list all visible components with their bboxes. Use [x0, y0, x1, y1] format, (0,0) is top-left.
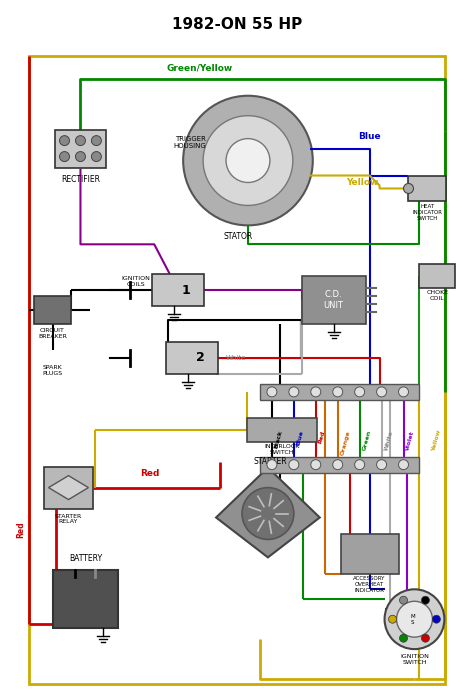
Text: STARTER: STARTER	[254, 456, 288, 466]
Circle shape	[75, 136, 85, 145]
Circle shape	[400, 634, 408, 642]
Text: 2: 2	[196, 352, 204, 364]
Text: Blue: Blue	[358, 131, 380, 140]
Text: Green: Green	[362, 430, 372, 452]
Text: Black: Black	[274, 430, 283, 449]
Bar	[44, 467, 93, 509]
Bar	[152, 274, 204, 306]
Text: ACCESSORY
OVERHEAT
INDICATOR: ACCESSORY OVERHEAT INDICATOR	[354, 577, 386, 593]
Polygon shape	[216, 468, 320, 557]
Circle shape	[289, 387, 299, 397]
Text: INTERLOCK
SWITCH: INTERLOCK SWITCH	[264, 444, 300, 454]
Circle shape	[389, 615, 397, 624]
Circle shape	[183, 96, 313, 225]
Circle shape	[226, 138, 270, 182]
Text: White: White	[226, 355, 246, 361]
Circle shape	[399, 387, 409, 397]
Bar	[260, 384, 419, 400]
Circle shape	[203, 116, 293, 206]
Text: SPARK
PLUGS: SPARK PLUGS	[43, 365, 63, 376]
Circle shape	[75, 152, 85, 161]
Circle shape	[60, 136, 70, 145]
Text: CHOKE
COIL: CHOKE COIL	[426, 290, 448, 301]
Circle shape	[399, 460, 409, 470]
Circle shape	[432, 615, 440, 624]
Circle shape	[267, 387, 277, 397]
Circle shape	[333, 460, 343, 470]
Text: White: White	[383, 430, 394, 451]
Circle shape	[60, 152, 70, 161]
Bar	[409, 175, 447, 201]
Bar	[260, 456, 419, 473]
Text: Red: Red	[318, 430, 326, 444]
Bar	[53, 570, 118, 628]
Text: C.D.
UNIT: C.D. UNIT	[324, 291, 344, 310]
Circle shape	[289, 460, 299, 470]
Bar	[28, 56, 446, 684]
Text: 1982-ON 55 HP: 1982-ON 55 HP	[172, 17, 302, 32]
Circle shape	[376, 460, 387, 470]
Circle shape	[421, 634, 429, 642]
Circle shape	[355, 387, 365, 397]
Bar	[341, 535, 399, 575]
Text: IGNITION
SWITCH: IGNITION SWITCH	[400, 654, 429, 665]
Bar	[34, 296, 72, 324]
Text: Yellow: Yellow	[431, 430, 442, 453]
Text: STATOR: STATOR	[223, 232, 253, 241]
Circle shape	[311, 460, 321, 470]
Circle shape	[333, 387, 343, 397]
Text: Blue: Blue	[296, 430, 305, 446]
Bar	[55, 129, 106, 168]
Text: M
S: M S	[410, 614, 415, 625]
Circle shape	[91, 136, 101, 145]
Text: CIRCUIT
BREAKER: CIRCUIT BREAKER	[38, 328, 67, 339]
Circle shape	[355, 460, 365, 470]
Text: 1: 1	[182, 284, 191, 296]
Circle shape	[242, 488, 294, 540]
Text: Red: Red	[141, 468, 160, 477]
Text: Green/Yellow: Green/Yellow	[167, 64, 233, 73]
Polygon shape	[48, 475, 89, 500]
Circle shape	[403, 184, 413, 194]
Text: Violet: Violet	[405, 430, 416, 451]
Text: Red: Red	[16, 521, 25, 538]
Text: STARTER
RELAY: STARTER RELAY	[55, 514, 82, 524]
Text: RECTIFIER: RECTIFIER	[61, 175, 100, 184]
Circle shape	[384, 589, 445, 649]
Text: IGNITION
COILS: IGNITION COILS	[122, 276, 151, 287]
Circle shape	[311, 387, 321, 397]
Bar	[166, 342, 218, 374]
Text: HEAT
INDICATOR
SWITCH: HEAT INDICATOR SWITCH	[412, 204, 442, 221]
Text: TRIGGER
HOUSING: TRIGGER HOUSING	[174, 136, 207, 149]
Bar	[302, 276, 365, 324]
Bar	[419, 264, 456, 288]
Circle shape	[267, 460, 277, 470]
Text: Orange: Orange	[340, 430, 351, 456]
Text: BATTERY: BATTERY	[69, 554, 102, 563]
Text: Yellow: Yellow	[346, 178, 378, 187]
Circle shape	[376, 387, 387, 397]
Circle shape	[400, 596, 408, 604]
Circle shape	[421, 596, 429, 604]
Circle shape	[91, 152, 101, 161]
Circle shape	[397, 601, 432, 637]
Bar	[247, 418, 317, 442]
